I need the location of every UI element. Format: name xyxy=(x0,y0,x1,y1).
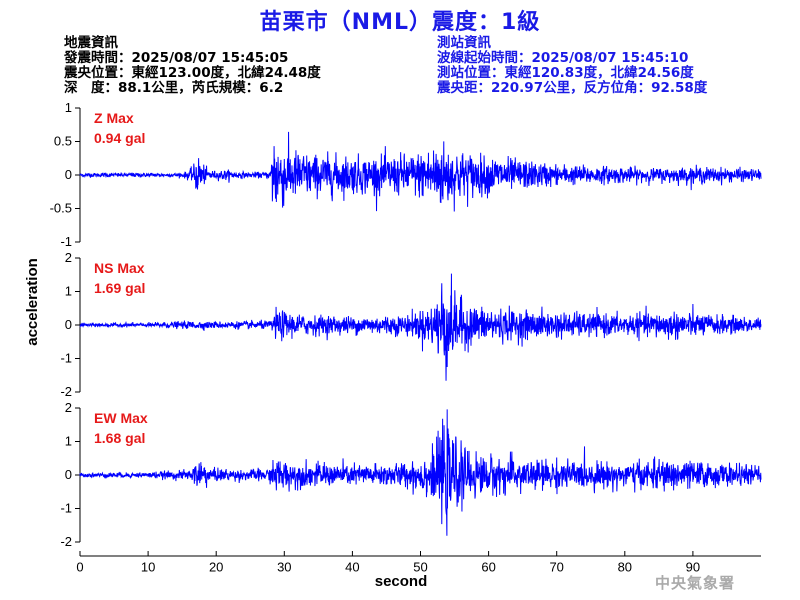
y-tick-label: -2 xyxy=(60,384,72,399)
depth-magnitude: 深 度：88.1公里，芮氏規模：6.2 xyxy=(64,80,284,96)
y-tick-label: 1 xyxy=(65,434,72,449)
waveform-ew xyxy=(79,409,762,536)
max-value-ns: 1.69 gal xyxy=(94,280,145,296)
max-value-ew: 1.68 gal xyxy=(94,430,145,446)
y-axis-label: acceleration xyxy=(24,258,41,346)
panel-ew: -2 -1 0 1 2 EW Max 1.68 gal xyxy=(60,400,762,549)
x-tick-label: 80 xyxy=(618,560,632,575)
station-info-heading: 測站資訊 xyxy=(437,35,491,51)
x-tick-label: 90 xyxy=(686,560,700,575)
y-tick-label: 1 xyxy=(65,284,72,299)
max-label-ns: NS Max xyxy=(94,260,145,276)
y-tick-label: 0 xyxy=(65,317,72,332)
x-axis-label: second xyxy=(375,573,428,590)
max-label-z: Z Max xyxy=(94,110,134,126)
station-location: 測站位置：東經120.83度，北緯24.56度 xyxy=(437,65,694,81)
epicenter-location: 震央位置：東經123.00度，北緯24.48度 xyxy=(64,65,321,81)
x-tick-label: 20 xyxy=(209,560,223,575)
y-tick-label: 2 xyxy=(65,250,72,265)
y-tick-label: -2 xyxy=(60,534,72,549)
max-label-ew: EW Max xyxy=(94,410,148,426)
waveform-ns xyxy=(79,273,762,381)
y-tick-label: 2 xyxy=(65,400,72,415)
x-tick-label: 50 xyxy=(413,560,427,575)
y-tick-label: -0.5 xyxy=(50,201,72,216)
x-tick-label: 40 xyxy=(345,560,359,575)
x-tick-label: 30 xyxy=(277,560,291,575)
panel-z: -1 -0.5 0 0.5 1 Z Max 0.94 gal xyxy=(50,100,762,249)
x-tick-label: 10 xyxy=(141,560,155,575)
waveform-start-time: 波線起始時間：2025/08/07 15:45:10 xyxy=(437,50,689,66)
y-tick-label: 1 xyxy=(65,100,72,115)
max-value-z: 0.94 gal xyxy=(94,130,145,146)
x-tick-label: 0 xyxy=(76,560,83,575)
agency-watermark: 中央氣象署 xyxy=(655,574,736,592)
y-tick-label: 0 xyxy=(65,467,72,482)
y-tick-label: -1 xyxy=(60,351,72,366)
y-tick-label: 0 xyxy=(65,167,72,182)
epicentral-distance: 震央距：220.97公里，反方位角：92.58度 xyxy=(437,80,708,96)
earthquake-info-heading: 地震資訊 xyxy=(64,35,118,51)
origin-time: 發震時間：2025/08/07 15:45:05 xyxy=(64,50,289,66)
x-tick-label: 60 xyxy=(481,560,495,575)
panel-ns: -2 -1 0 1 2 NS Max 1.69 gal xyxy=(60,250,762,399)
earthquake-info: 地震資訊 發震時間：2025/08/07 15:45:05 震央位置：東經123… xyxy=(64,36,321,96)
station-info: 測站資訊 波線起始時間：2025/08/07 15:45:10 測站位置：東經1… xyxy=(437,36,707,96)
waveform-z xyxy=(79,131,762,212)
chart-title: 苗栗市（NML）震度：1級 xyxy=(259,10,541,35)
y-tick-label: -1 xyxy=(60,501,72,516)
y-tick-label: -1 xyxy=(60,234,72,249)
y-tick-label: 0.5 xyxy=(54,134,72,149)
x-tick-label: 70 xyxy=(549,560,563,575)
